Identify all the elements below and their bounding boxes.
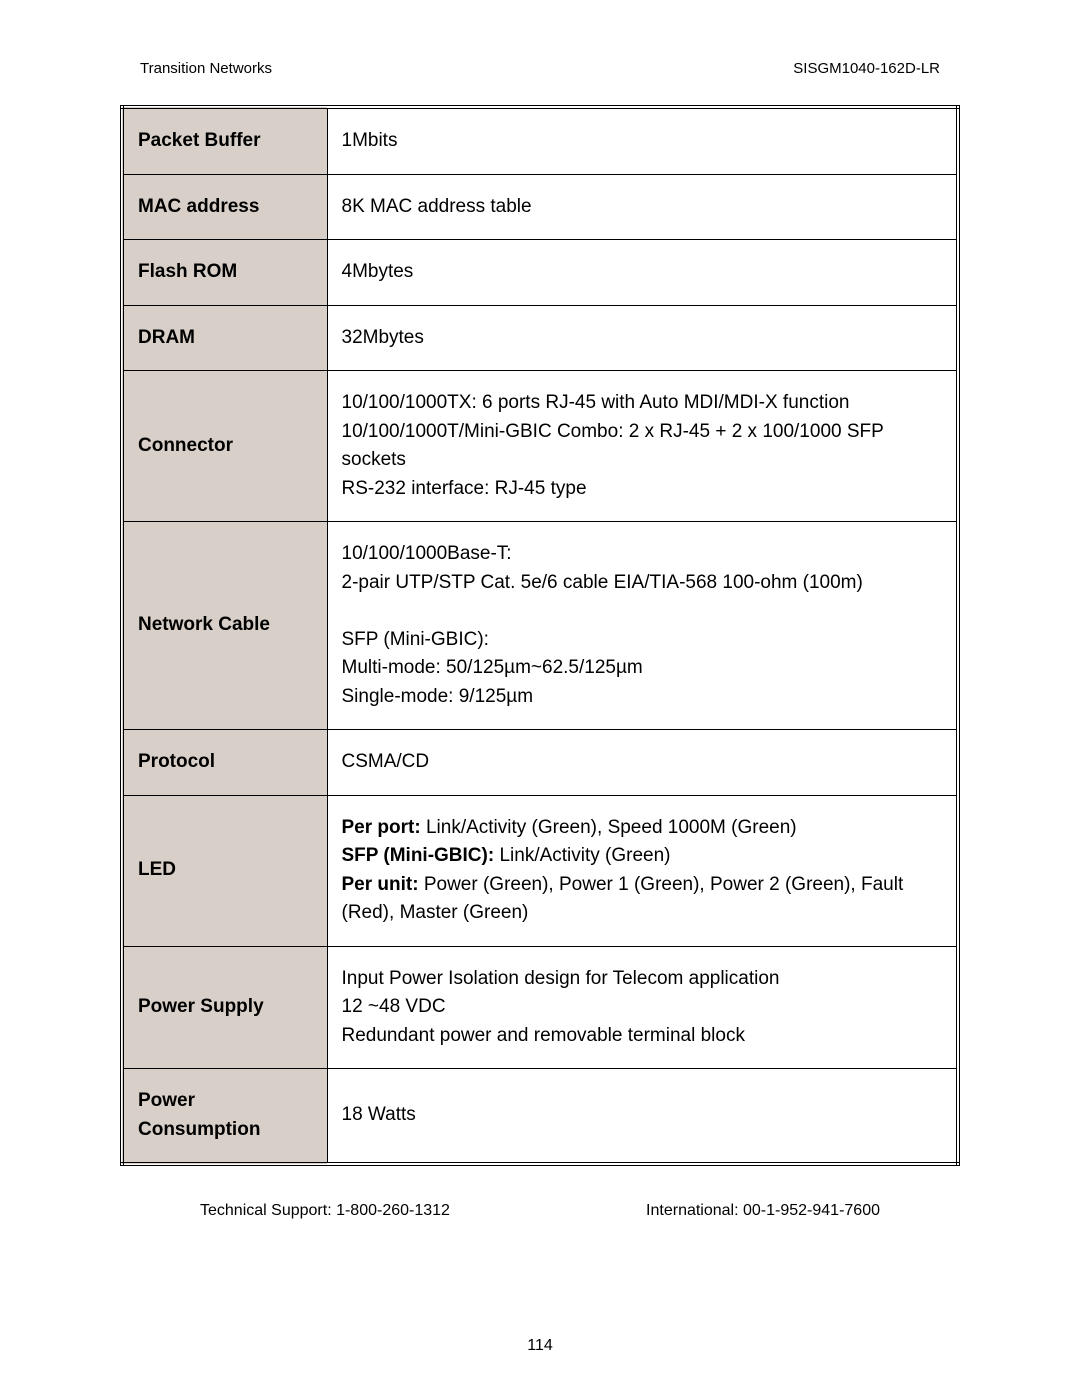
value-line: 10/100/1000T/Mini-GBIC Combo: 2 x RJ-45 … (342, 421, 884, 471)
value-bold: SFP (Mini-GBIC): (342, 845, 495, 866)
table-row: LED Per port: Link/Activity (Green), Spe… (122, 795, 958, 946)
value-line: 10/100/1000Base-T: (342, 543, 512, 564)
table-row: Protocol CSMA/CD (122, 730, 958, 796)
spec-value: 1Mbits (327, 107, 958, 174)
value-bold: Per port: (342, 817, 421, 838)
page-number: 114 (0, 1337, 1080, 1355)
spec-label: MAC address (122, 174, 327, 240)
spec-value: Per port: Link/Activity (Green), Speed 1… (327, 795, 958, 946)
page-footer: Technical Support: 1-800-260-1312 Intern… (120, 1202, 960, 1220)
spec-label: Power Consumption (122, 1069, 327, 1165)
value-line: 10/100/1000TX: 6 ports RJ-45 with Auto M… (342, 392, 850, 413)
table-row: Power Consumption 18 Watts (122, 1069, 958, 1165)
spec-label: Protocol (122, 730, 327, 796)
spec-label: Network Cable (122, 522, 327, 730)
spec-label: Flash ROM (122, 240, 327, 306)
value-line: Input Power Isolation design for Telecom… (342, 968, 780, 989)
header-right: SISGM1040-162D-LR (793, 60, 940, 77)
value-line: RS-232 interface: RJ-45 type (342, 478, 587, 499)
value-rest: Power (Green), Power 1 (Green), Power 2 … (342, 874, 904, 924)
table-row: DRAM 32Mbytes (122, 305, 958, 371)
header-left: Transition Networks (140, 60, 272, 77)
value-bold: Per unit: (342, 874, 419, 895)
value-line: Multi-mode: 50/125µm~62.5/125µm (342, 657, 643, 678)
spec-value: 4Mbytes (327, 240, 958, 306)
value-rest: Link/Activity (Green) (494, 845, 670, 866)
table-row: MAC address 8K MAC address table (122, 174, 958, 240)
value-line: 12 ~48 VDC (342, 996, 446, 1017)
spec-table-body: Packet Buffer 1Mbits MAC address 8K MAC … (122, 107, 958, 1164)
value-line: SFP (Mini-GBIC): (342, 629, 489, 650)
spec-label: Packet Buffer (122, 107, 327, 174)
spec-value: 18 Watts (327, 1069, 958, 1165)
spec-value: 10/100/1000Base-T: 2-pair UTP/STP Cat. 5… (327, 522, 958, 730)
footer-left: Technical Support: 1-800-260-1312 (200, 1202, 450, 1220)
footer-right: International: 00-1-952-941-7600 (646, 1202, 880, 1220)
value-line: 2-pair UTP/STP Cat. 5e/6 cable EIA/TIA-5… (342, 572, 863, 593)
spec-value: 32Mbytes (327, 305, 958, 371)
value-line: Single-mode: 9/125µm (342, 686, 534, 707)
spec-table: Packet Buffer 1Mbits MAC address 8K MAC … (120, 105, 960, 1166)
table-row: Flash ROM 4Mbytes (122, 240, 958, 306)
table-row: Power Supply Input Power Isolation desig… (122, 946, 958, 1069)
spec-label: Power Supply (122, 946, 327, 1069)
spec-value: Input Power Isolation design for Telecom… (327, 946, 958, 1069)
table-row: Network Cable 10/100/1000Base-T: 2-pair … (122, 522, 958, 730)
value-rest: Link/Activity (Green), Speed 1000M (Gree… (421, 817, 797, 838)
value-line: Redundant power and removable terminal b… (342, 1025, 745, 1046)
spec-value: 10/100/1000TX: 6 ports RJ-45 with Auto M… (327, 371, 958, 522)
table-row: Packet Buffer 1Mbits (122, 107, 958, 174)
spec-label: LED (122, 795, 327, 946)
document-page: Transition Networks SISGM1040-162D-LR Pa… (0, 0, 1080, 1397)
spec-label: DRAM (122, 305, 327, 371)
table-row: Connector 10/100/1000TX: 6 ports RJ-45 w… (122, 371, 958, 522)
spec-label: Connector (122, 371, 327, 522)
page-header: Transition Networks SISGM1040-162D-LR (120, 60, 960, 77)
spec-value: 8K MAC address table (327, 174, 958, 240)
spec-value: CSMA/CD (327, 730, 958, 796)
